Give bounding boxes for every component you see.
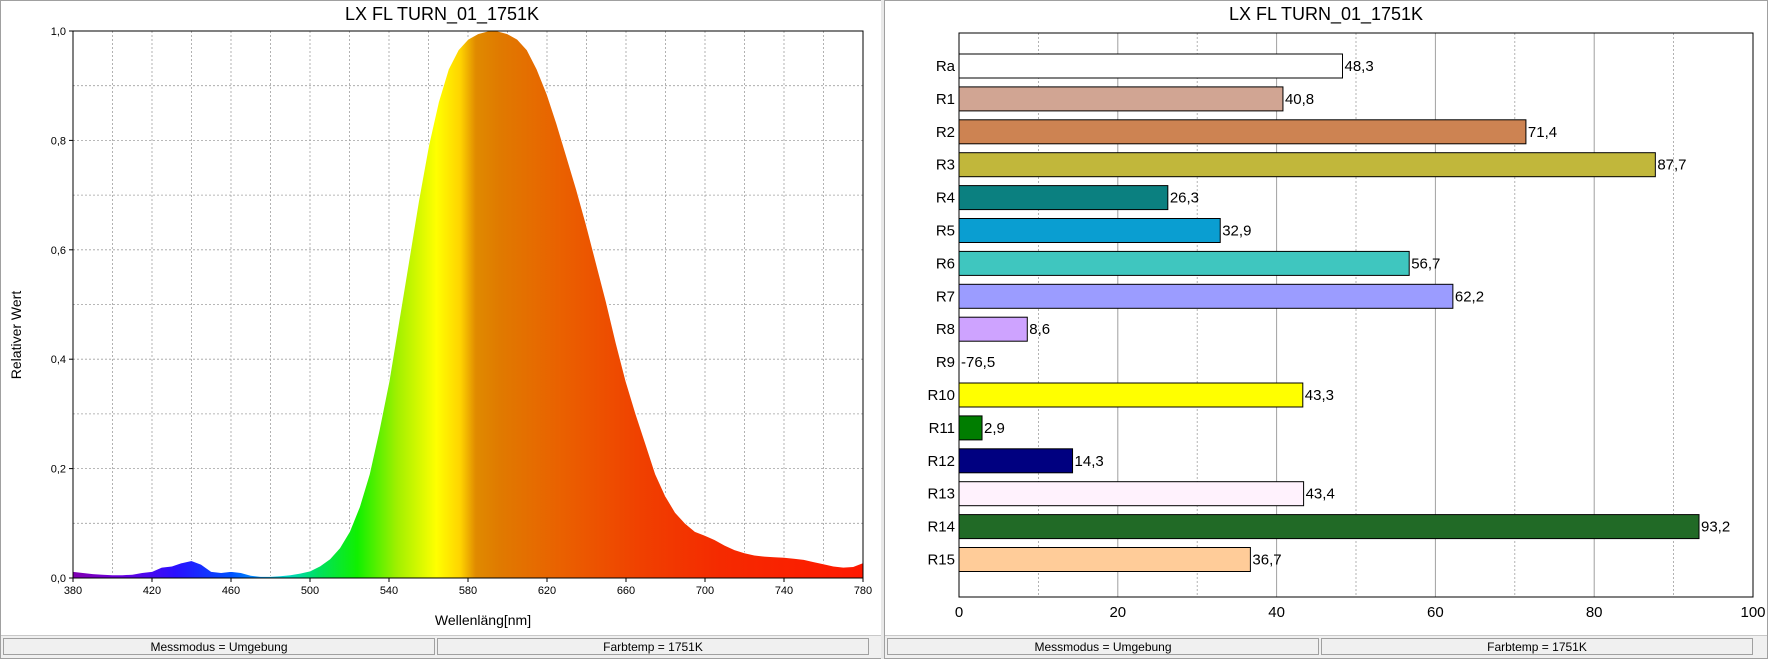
right-status-colortemp: Farbtemp = 1751K: [1321, 638, 1753, 655]
spectrum-x-tick-label: 500: [301, 585, 319, 597]
cri-category-label: R1: [936, 91, 955, 108]
cri-grid: [1037, 33, 1674, 597]
cri-bar: [958, 316, 1028, 342]
cri-value-label: 43,4: [1306, 486, 1335, 503]
panel-divider: [881, 0, 885, 659]
spectrum-x-tick-label: 780: [854, 585, 872, 597]
cri-category-label: R15: [927, 552, 955, 569]
cri-bar: [958, 283, 1454, 309]
spectrum-chart: 380 420 460 500 540 580 620 660 700 740 780 0,0 0,2…: [8, 26, 872, 628]
spectrum-area: [73, 31, 863, 578]
cri-bar: [958, 547, 1251, 572]
spectrum-x-tick-label: 580: [459, 585, 477, 597]
left-status-bar: Messmodus = Umgebung Farbtemp = 1751K: [1, 635, 883, 658]
cri-category-label: R14: [927, 519, 955, 536]
left-status-mode: Messmodus = Umgebung: [3, 638, 435, 655]
cri-bar: [958, 514, 1700, 540]
cri-category-label: R4: [936, 190, 955, 207]
cri-value-label: 56,7: [1411, 255, 1440, 272]
cri-chart-title: LX FL TURN_01_1751K: [1228, 4, 1424, 24]
spectrum-y-tick-label: 0,8: [51, 135, 66, 147]
spectrum-x-tick-label: 460: [222, 585, 240, 597]
cri-category-label: Ra: [936, 58, 956, 75]
cri-category-label: R11: [929, 420, 955, 437]
cri-category-label: R9: [936, 354, 955, 371]
cri-value-label: 14,3: [1075, 453, 1104, 470]
cri-category-label: R6: [936, 255, 955, 272]
spectrum-x-ticks: 380 420 460 500 540 580 620 660 700 740 780: [64, 578, 872, 597]
cri-bar: [958, 185, 1169, 211]
cri-category-label: R5: [936, 223, 955, 240]
cri-value-labels: 48,3 40,8 71,4 87,7 26,3 32,9 56,7 62,2 8,6 -76,5…: [961, 58, 1730, 569]
cri-x-tick-label: 20: [1109, 604, 1126, 621]
cri-bar: [958, 481, 1305, 507]
cri-category-label: R3: [936, 157, 955, 174]
cri-value-label: -76,5: [961, 354, 995, 371]
cri-value-label: 48,3: [1345, 58, 1374, 75]
spectrum-x-tick-label: 740: [775, 585, 793, 597]
cri-value-label: 62,2: [1455, 288, 1484, 305]
spectrum-y-ticks: 0,0 0,2 0,4 0,6 0,8 1,0: [51, 26, 73, 585]
spectrum-x-tick-label: 540: [380, 585, 398, 597]
spectrum-y-tick-label: 0,4: [51, 354, 66, 366]
cri-bar: [958, 53, 1344, 79]
spectrum-y-tick-label: 0,2: [51, 464, 66, 476]
cri-x-tick-label: 80: [1586, 604, 1603, 621]
cri-value-label: 93,2: [1701, 519, 1730, 536]
spectrum-x-tick-label: 700: [696, 585, 714, 597]
cri-x-tick-label: 0: [955, 604, 963, 621]
spectrum-chart-title: LX FL TURN_01_1751K: [344, 4, 540, 24]
cri-value-label: 87,7: [1657, 157, 1686, 174]
cri-category-label: R2: [936, 124, 955, 141]
spectrum-panel: LX FL TURN_01_1751K: [0, 0, 884, 659]
cri-bar: [958, 152, 1656, 178]
spectrum-y-axis-label: Relativer Wert: [8, 291, 24, 380]
cri-value-label: 26,3: [1170, 190, 1199, 207]
cri-category-label: R13: [927, 486, 955, 503]
cri-value-label: 36,7: [1252, 552, 1281, 569]
left-status-colortemp: Farbtemp = 1751K: [437, 638, 869, 655]
spectrum-y-tick-label: 0,0: [51, 573, 66, 585]
cri-bar: [958, 448, 1074, 474]
cri-x-tick-label: 100: [1740, 604, 1765, 621]
cri-category-label: R10: [927, 387, 955, 404]
cri-bar: [958, 415, 983, 441]
right-status-mode: Messmodus = Umgebung: [887, 638, 1319, 655]
cri-value-label: 32,9: [1222, 223, 1251, 240]
cri-x-ticks: 0 20 40 60 80 100: [955, 604, 1766, 621]
cri-x-tick-label: 40: [1268, 604, 1285, 621]
cri-category-label: R12: [927, 453, 955, 470]
cri-value-label: 71,4: [1528, 124, 1557, 141]
cri-category-label: R8: [936, 321, 955, 338]
spectrum-x-axis-label: Wellenläng[nm]: [435, 612, 531, 628]
cri-plot-frame: [958, 32, 1754, 598]
cri-chart: Ra R1 R2 R3 R4 R5 R6 R7 R8 R9 R10 R11 R12 R13 R14 R15 4…: [927, 32, 1766, 621]
spectrum-y-tick-label: 1,0: [51, 26, 66, 38]
spectrum-x-tick-label: 380: [64, 585, 82, 597]
cri-bars: [958, 53, 1700, 572]
cri-value-label: 8,6: [1029, 321, 1050, 338]
cri-value-label: 43,3: [1305, 387, 1334, 404]
cri-category-label: R7: [936, 288, 955, 305]
spectrum-x-tick-label: 660: [617, 585, 635, 597]
cri-panel: LX FL TURN_01_1751K Ra R1 R2 R3 R4 R5 R6 R7 R8 R9…: [884, 0, 1768, 659]
spectrum-x-tick-label: 620: [538, 585, 556, 597]
spectrum-line: [72, 30, 864, 577]
cri-bar: [958, 119, 1527, 145]
cri-bar: [958, 218, 1221, 243]
cri-category-labels: Ra R1 R2 R3 R4 R5 R6 R7 R8 R9 R10 R11 R12 R13 R14 R15: [927, 58, 955, 569]
cri-value-label: 2,9: [984, 420, 1005, 437]
cri-bar: [958, 382, 1304, 408]
spectrum-y-tick-label: 0,6: [51, 245, 66, 257]
cri-bar: [958, 250, 1410, 276]
right-status-bar: Messmodus = Umgebung Farbtemp = 1751K: [885, 635, 1767, 658]
cri-bar: [958, 86, 1284, 112]
cri-value-label: 40,8: [1285, 91, 1314, 108]
spectrum-x-tick-label: 420: [143, 585, 161, 597]
cri-x-tick-label: 60: [1427, 604, 1444, 621]
